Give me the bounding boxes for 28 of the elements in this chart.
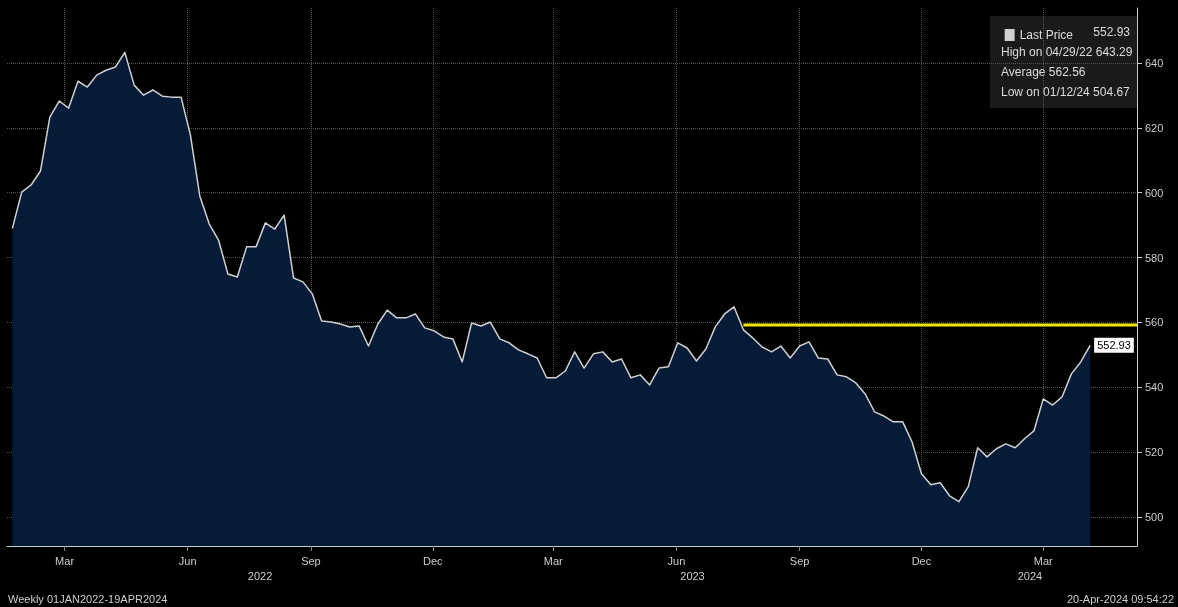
x-tick-label: Jun [667, 555, 686, 567]
x-tick-label: Sep [301, 555, 321, 567]
x2-tick-label: 2023 [680, 569, 705, 582]
y-tick-label: 600 [1145, 186, 1164, 199]
x-tick-label: Mar [1033, 555, 1054, 567]
x-tick-label: Dec [422, 555, 444, 567]
x-tick-label: Mar [55, 555, 75, 567]
y-tick-label: 560 [1145, 316, 1164, 329]
data-label: 552.93 [1097, 339, 1131, 352]
x-tick-label: Sep [789, 555, 810, 567]
y-tick-label: 620 [1145, 121, 1164, 134]
annotation: Average 562.56 [1001, 65, 1086, 79]
x-tick-label: Mar [543, 555, 564, 567]
y-tick-label: 520 [1145, 446, 1164, 459]
x2-tick-label: 2024 [1017, 569, 1043, 582]
legend-label: Last Price [1019, 28, 1074, 42]
text: 20-Apr-2024 09:54:22 [1066, 592, 1175, 605]
y-tick-label: 640 [1145, 57, 1164, 70]
text: Weekly 01JAN2022-19APR2024 [8, 592, 168, 605]
x2-tick-label: 2022 [247, 569, 273, 582]
y-tick-label: 540 [1145, 381, 1164, 394]
annotation: Low on 01/12/24 504.67 [1001, 85, 1131, 99]
y-tick-label: 580 [1145, 251, 1164, 264]
annotation: 552.93 [1093, 25, 1131, 39]
x-tick-label: Jun [178, 555, 197, 567]
y-tick-label: 500 [1145, 510, 1164, 523]
x-tick-label: Dec [911, 555, 932, 567]
annotation: High on 04/29/22 643.29 [1001, 45, 1133, 59]
